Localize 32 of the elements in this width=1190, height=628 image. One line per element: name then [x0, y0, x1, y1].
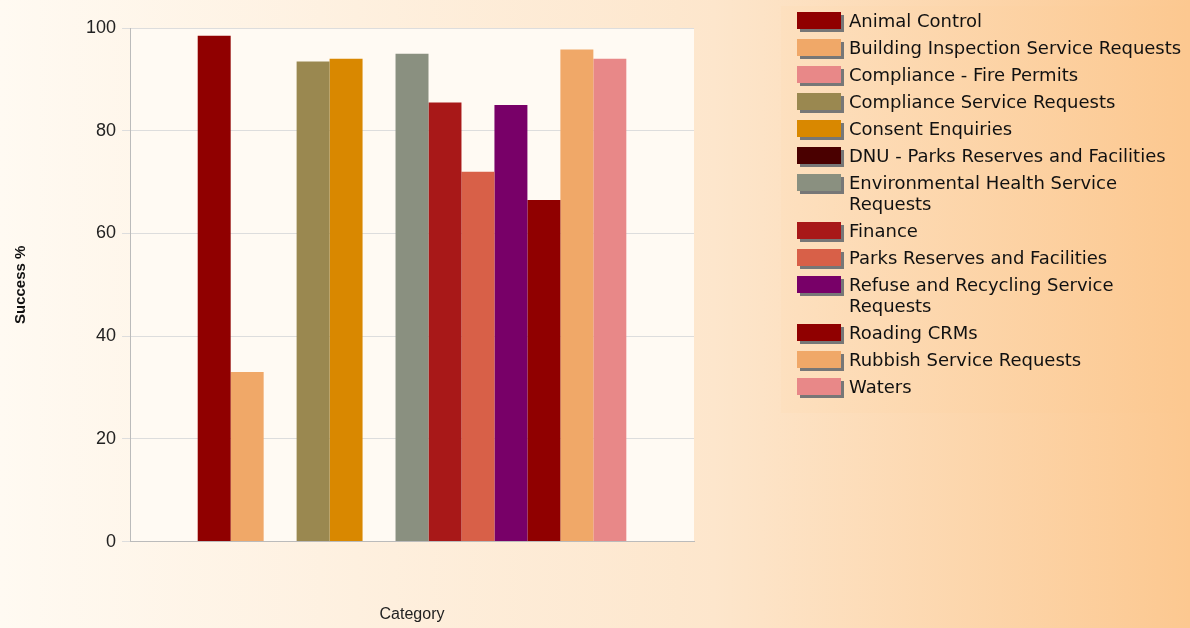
- legend-label: Roading CRMs: [849, 322, 978, 343]
- bar: [461, 171, 495, 542]
- bar: [395, 53, 429, 542]
- legend-label: Compliance Service Requests: [849, 91, 1116, 112]
- bar: [230, 372, 264, 542]
- legend-label: Environmental Health Service Requests: [849, 172, 1119, 214]
- legend-label: Building Inspection Service Requests: [849, 37, 1182, 58]
- legend-label: Waters: [849, 376, 912, 397]
- y-tick-label: 20: [96, 427, 117, 448]
- y-axis-title: Success %: [11, 245, 29, 324]
- legend-label: Rubbish Service Requests: [849, 349, 1082, 370]
- bar: [296, 61, 330, 542]
- y-tick-label: 0: [106, 530, 117, 551]
- legend-label: Refuse and Recycling Service Requests: [849, 274, 1115, 316]
- legend-label: DNU - Parks Reserves and Facilities: [849, 145, 1166, 166]
- bar: [329, 58, 363, 542]
- bar: [494, 105, 528, 542]
- bar: [560, 49, 594, 542]
- bar: [593, 58, 627, 542]
- legend-label: Finance: [849, 220, 918, 241]
- bar: [197, 35, 231, 542]
- y-tick-label: 100: [85, 16, 117, 37]
- y-tick-label: 60: [96, 222, 117, 243]
- legend-label: Animal Control: [849, 10, 983, 31]
- bar: [527, 200, 561, 542]
- legend-label: Parks Reserves and Facilities: [849, 247, 1108, 268]
- x-axis-title: Category: [379, 604, 445, 622]
- bar: [428, 102, 462, 542]
- legend-label: Compliance - Fire Permits: [849, 64, 1079, 85]
- y-tick-label: 40: [96, 325, 117, 346]
- legend-label: Consent Enquiries: [849, 118, 1013, 139]
- y-tick-label: 80: [96, 119, 117, 140]
